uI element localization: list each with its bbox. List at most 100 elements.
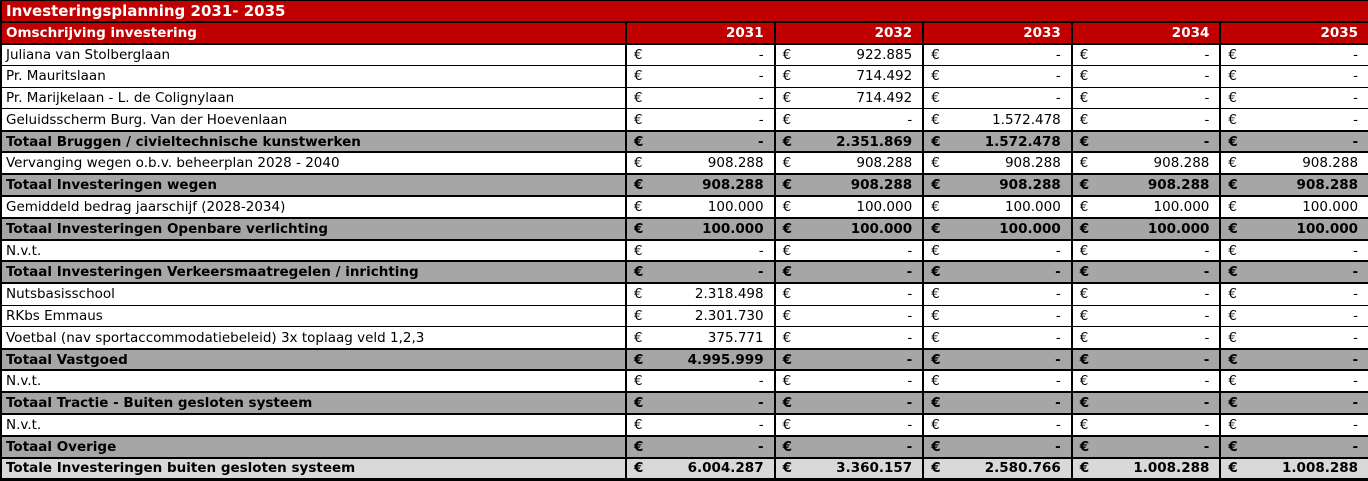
value-cell[interactable]: €908.288	[625, 151, 776, 175]
value-cell[interactable]: € -	[625, 260, 776, 285]
value-cell[interactable]: € -	[1070, 369, 1222, 393]
value-cell[interactable]: € -	[922, 260, 1073, 285]
value-cell[interactable]: € -	[1070, 108, 1222, 132]
value-cell[interactable]: € -	[1219, 434, 1368, 459]
value-cell[interactable]: €4.995.999	[625, 347, 776, 372]
value-cell[interactable]: €100.000	[1070, 216, 1222, 241]
column-header-year-2031[interactable]: 2031	[625, 21, 776, 45]
value-cell[interactable]: € -	[773, 260, 925, 285]
value-cell[interactable]: € -	[1070, 326, 1222, 350]
value-cell[interactable]: € -	[625, 391, 776, 416]
value-cell[interactable]: € -	[625, 108, 776, 132]
value-cell[interactable]: € -	[625, 434, 776, 459]
row-label[interactable]: RKbs Emmaus	[0, 304, 627, 328]
value-cell[interactable]: € -	[1070, 64, 1222, 88]
row-label[interactable]: Geluidsscherm Burg. Van der Hoevenlaan	[0, 108, 627, 132]
value-cell[interactable]: €714.492	[773, 64, 925, 88]
value-cell[interactable]: €375.771	[625, 326, 776, 350]
row-label[interactable]: Totaal Tractie - Buiten gesloten systeem	[0, 391, 627, 416]
value-cell[interactable]: € -	[625, 86, 776, 110]
value-cell[interactable]: €908.288	[1219, 173, 1368, 198]
value-cell[interactable]: €2.301.730	[625, 304, 776, 328]
row-label[interactable]: Totaal Overige	[0, 434, 627, 459]
value-cell[interactable]: € -	[1219, 64, 1368, 88]
value-cell[interactable]: € -	[1070, 304, 1222, 328]
row-label[interactable]: Gemiddeld bedrag jaarschijf (2028-2034)	[0, 195, 627, 219]
value-cell[interactable]: €908.288	[922, 173, 1073, 198]
value-cell[interactable]: € -	[625, 369, 776, 393]
row-label[interactable]: Juliana van Stolberglaan	[0, 43, 627, 66]
value-cell[interactable]: €100.000	[773, 195, 925, 219]
value-cell[interactable]: €908.288	[1070, 151, 1222, 175]
value-cell[interactable]: €908.288	[773, 151, 925, 175]
value-cell[interactable]: € -	[922, 326, 1073, 350]
column-header-year-2035[interactable]: 2035	[1219, 21, 1368, 45]
value-cell[interactable]: € -	[625, 129, 776, 154]
value-cell[interactable]: €908.288	[922, 151, 1073, 175]
value-cell[interactable]: € -	[1219, 347, 1368, 372]
value-cell[interactable]: € -	[1070, 434, 1222, 459]
value-cell[interactable]: €2.318.498	[625, 282, 776, 306]
value-cell[interactable]: €100.000	[1070, 195, 1222, 219]
column-header-year-2033[interactable]: 2033	[922, 21, 1073, 45]
value-cell[interactable]: €2.580.766	[922, 456, 1073, 481]
column-header-year-2034[interactable]: 2034	[1070, 21, 1222, 45]
row-label[interactable]: Totale Investeringen buiten gesloten sys…	[0, 456, 627, 481]
value-cell[interactable]: € -	[773, 108, 925, 132]
value-cell[interactable]: € -	[1070, 260, 1222, 285]
value-cell[interactable]: €6.004.287	[625, 456, 776, 481]
value-cell[interactable]: € -	[625, 239, 776, 262]
value-cell[interactable]: €908.288	[773, 173, 925, 198]
value-cell[interactable]: € -	[773, 239, 925, 262]
column-header-description[interactable]: Omschrijving investering	[0, 21, 627, 45]
value-cell[interactable]: € -	[1070, 282, 1222, 306]
row-label[interactable]: Voetbal (nav sportaccommodatiebeleid) 3x…	[0, 326, 627, 350]
value-cell[interactable]: € -	[1070, 86, 1222, 110]
value-cell[interactable]: € -	[922, 43, 1073, 66]
row-label[interactable]: Totaal Investeringen wegen	[0, 173, 627, 198]
value-cell[interactable]: € -	[1219, 43, 1368, 66]
value-cell[interactable]: € -	[922, 86, 1073, 110]
value-cell[interactable]: € -	[922, 304, 1073, 328]
value-cell[interactable]: €908.288	[1070, 173, 1222, 198]
value-cell[interactable]: €714.492	[773, 86, 925, 110]
value-cell[interactable]: € -	[773, 326, 925, 350]
value-cell[interactable]: € -	[1219, 108, 1368, 132]
value-cell[interactable]: €100.000	[922, 195, 1073, 219]
value-cell[interactable]: € -	[1219, 413, 1368, 437]
value-cell[interactable]: € -	[1219, 304, 1368, 328]
value-cell[interactable]: € -	[625, 64, 776, 88]
value-cell[interactable]: € -	[1219, 86, 1368, 110]
value-cell[interactable]: €2.351.869	[773, 129, 925, 154]
row-label[interactable]: Totaal Investeringen Verkeersmaatregelen…	[0, 260, 627, 285]
row-label[interactable]: Totaal Vastgoed	[0, 347, 627, 372]
value-cell[interactable]: €1.008.288	[1219, 456, 1368, 481]
value-cell[interactable]: € -	[1219, 282, 1368, 306]
value-cell[interactable]: € -	[1070, 43, 1222, 66]
value-cell[interactable]: € -	[922, 369, 1073, 393]
value-cell[interactable]: € -	[773, 304, 925, 328]
value-cell[interactable]: € -	[922, 347, 1073, 372]
value-cell[interactable]: € -	[1219, 369, 1368, 393]
value-cell[interactable]: € -	[922, 413, 1073, 437]
value-cell[interactable]: € -	[1070, 239, 1222, 262]
value-cell[interactable]: € -	[625, 413, 776, 437]
value-cell[interactable]: € -	[922, 282, 1073, 306]
row-label[interactable]: N.v.t.	[0, 413, 627, 437]
value-cell[interactable]: € -	[922, 391, 1073, 416]
value-cell[interactable]: € -	[922, 64, 1073, 88]
value-cell[interactable]: € -	[1070, 347, 1222, 372]
value-cell[interactable]: € -	[1219, 129, 1368, 154]
value-cell[interactable]: €1.008.288	[1070, 456, 1222, 481]
row-label[interactable]: Pr. Marijkelaan - L. de Colignylaan	[0, 86, 627, 110]
value-cell[interactable]: € -	[1219, 391, 1368, 416]
value-cell[interactable]: € -	[1070, 129, 1222, 154]
value-cell[interactable]: € -	[773, 282, 925, 306]
value-cell[interactable]: € -	[922, 434, 1073, 459]
value-cell[interactable]: € -	[1070, 413, 1222, 437]
value-cell[interactable]: €100.000	[1219, 216, 1368, 241]
value-cell[interactable]: € -	[1219, 326, 1368, 350]
row-label[interactable]: Totaal Investeringen Openbare verlichtin…	[0, 216, 627, 241]
row-label[interactable]: N.v.t.	[0, 369, 627, 393]
value-cell[interactable]: € -	[773, 391, 925, 416]
